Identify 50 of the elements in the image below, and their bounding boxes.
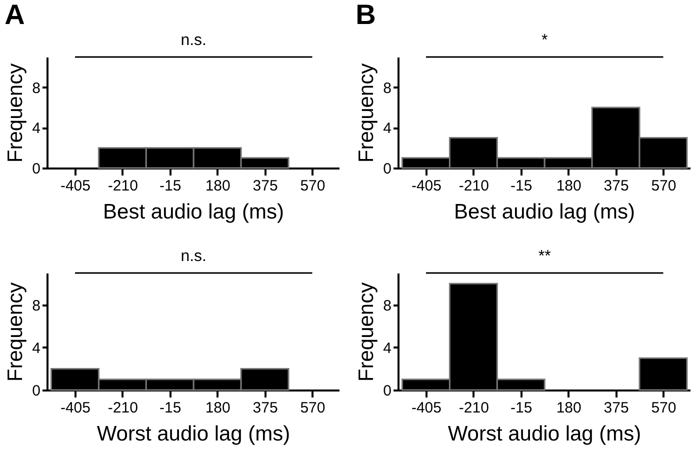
x-tick-label: 375 <box>252 400 278 416</box>
x-tick-label: -405 <box>411 400 442 416</box>
x-axis-title: Worst audio lag (ms) <box>448 422 642 446</box>
x-tick-label: -15 <box>510 178 532 194</box>
x-tick-label: -210 <box>108 400 138 416</box>
y-tick-label: 8 <box>32 297 40 314</box>
text: n.s. <box>180 248 207 265</box>
text: n.s. <box>180 32 207 49</box>
y-tick-label: 4 <box>32 120 40 138</box>
y-tick-label: 0 <box>383 160 392 178</box>
x-tick-label: 180 <box>556 400 582 416</box>
x-tick-label: 375 <box>604 400 629 416</box>
x-tick-label: -15 <box>160 178 182 194</box>
x-tick-label: -210 <box>458 178 489 194</box>
x-tick-label: -405 <box>411 178 442 194</box>
x-axis-title: Best audio lag (ms) <box>103 200 284 224</box>
x-tick-label: -405 <box>60 178 90 194</box>
y-tick-label: 8 <box>383 80 392 97</box>
y-axis-title: Frequency <box>4 282 28 382</box>
x-tick-label: 180 <box>205 178 230 194</box>
x-tick-label: 570 <box>651 178 676 194</box>
x-tick-label: -405 <box>60 400 90 416</box>
y-tick-label: 4 <box>32 340 40 357</box>
x-axis-title: Worst audio lag (ms) <box>96 422 290 446</box>
y-tick-label: 0 <box>32 160 40 178</box>
x-tick-label: -15 <box>160 400 182 416</box>
y-axis-title: Frequency <box>355 282 378 382</box>
y-tick-label: 4 <box>383 340 392 357</box>
y-tick-label: 0 <box>383 382 392 400</box>
x-tick-label: -15 <box>510 400 532 416</box>
chart-title: A <box>4 0 25 30</box>
x-tick-label: -210 <box>108 178 138 194</box>
text: * <box>541 32 548 49</box>
y-axis-title: Frequency <box>355 62 378 163</box>
y-tick-label: 8 <box>383 297 392 314</box>
x-tick-label: -210 <box>458 400 489 416</box>
y-axis-title: Frequency <box>4 62 28 163</box>
y-tick-label: 8 <box>32 80 40 97</box>
x-axis-title: Best audio lag (ms) <box>454 200 635 224</box>
chart-title: B <box>356 0 376 30</box>
x-tick-label: 180 <box>205 400 230 416</box>
x-tick-label: 375 <box>252 178 278 194</box>
y-tick-label: 0 <box>32 382 40 400</box>
x-tick-label: 375 <box>604 178 629 194</box>
x-tick-label: 570 <box>651 400 676 416</box>
text: ** <box>538 248 551 265</box>
x-tick-label: 180 <box>556 178 582 194</box>
y-tick-label: 4 <box>383 120 392 138</box>
x-tick-label: 570 <box>300 178 326 194</box>
x-tick-label: 570 <box>300 400 326 416</box>
